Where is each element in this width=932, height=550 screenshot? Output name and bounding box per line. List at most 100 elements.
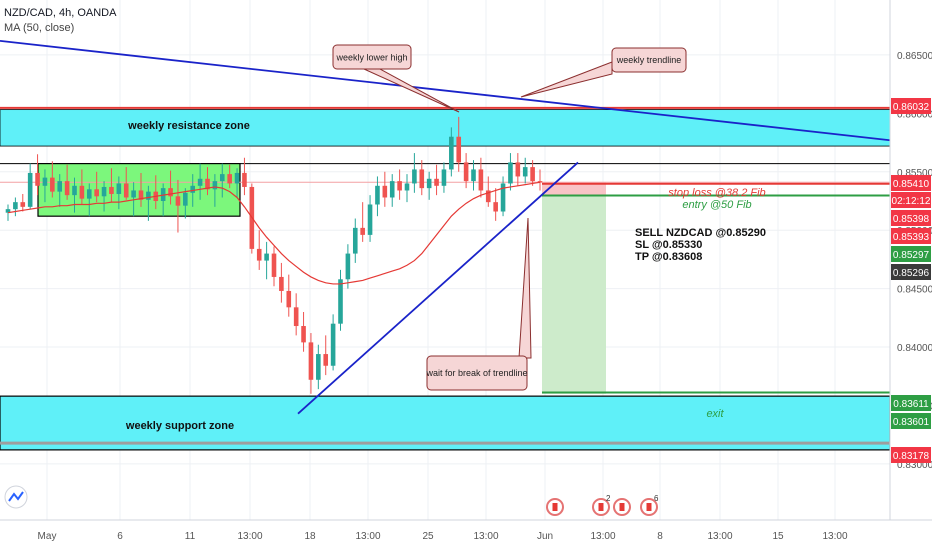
candle-body xyxy=(264,253,269,261)
candle xyxy=(508,153,513,191)
candle xyxy=(382,171,388,207)
candle xyxy=(183,188,188,219)
candle-body xyxy=(367,204,373,235)
event-count: 6 xyxy=(654,494,659,503)
price-badge-label: 0.85398 xyxy=(893,214,930,225)
price-badge-label: 0.85296 xyxy=(893,268,930,279)
x-tick-label: 13:00 xyxy=(237,531,262,542)
candle xyxy=(35,154,40,196)
candle-body xyxy=(146,191,151,200)
candle xyxy=(212,174,218,207)
candle-body xyxy=(109,186,114,194)
price-badge-label: 0.83178 xyxy=(893,451,930,462)
candle-body xyxy=(412,169,417,184)
callout-trendline-label: weekly trendline xyxy=(616,55,682,65)
price-badge-bg xyxy=(891,413,931,429)
candle xyxy=(316,344,321,390)
candle xyxy=(13,197,18,217)
candle-body xyxy=(20,202,26,207)
candle-body xyxy=(389,181,395,198)
x-tick-label: 25 xyxy=(422,531,434,542)
indicator-label[interactable]: MA (50, close) xyxy=(4,22,75,34)
candle xyxy=(515,153,521,186)
candle-body xyxy=(352,227,358,254)
candle-body xyxy=(382,185,388,198)
candle-body xyxy=(316,354,321,380)
x-tick-label: 13:00 xyxy=(473,531,498,542)
y-tick-label: 0.84500 xyxy=(897,285,932,296)
event-flag xyxy=(598,503,604,511)
candle-body xyxy=(64,181,70,196)
entry-label: entry @50 Fib xyxy=(682,199,751,211)
price-badge-label: 0.85410 xyxy=(893,179,930,190)
candle xyxy=(537,169,543,191)
candle xyxy=(530,160,535,186)
candle-body xyxy=(397,181,402,191)
candle xyxy=(42,169,48,203)
candle-body xyxy=(441,169,447,186)
logo-mark xyxy=(8,491,24,502)
symbol-title[interactable]: NZD/CAD, 4h, OANDA xyxy=(4,7,117,19)
x-tick-label: 8 xyxy=(657,531,663,542)
callout-wait-box xyxy=(426,355,528,391)
candle-body xyxy=(183,192,188,206)
price-badge-bg xyxy=(891,447,931,463)
event-flag xyxy=(619,503,625,511)
candle-body xyxy=(86,189,92,199)
chart-header: NZD/CAD, 4h, OANDA MA (50, close) xyxy=(4,6,116,36)
candle xyxy=(264,241,269,280)
candle-body xyxy=(5,209,11,213)
candle xyxy=(86,183,92,217)
candle-body xyxy=(500,183,506,212)
candle xyxy=(360,202,365,242)
price-badge: 02:12:12 xyxy=(891,192,931,208)
price-badge: 0.83178 xyxy=(891,447,931,463)
ascending-trendline xyxy=(297,161,579,415)
candle xyxy=(5,204,11,221)
callout-lower-high-box xyxy=(332,44,412,70)
candle-body xyxy=(190,185,196,193)
x-tick-label: 6 xyxy=(117,531,123,542)
candle-body xyxy=(530,167,535,182)
price-badge-bg xyxy=(891,395,931,411)
price-badge: 0.85296 xyxy=(891,264,931,280)
candle-body xyxy=(72,185,77,196)
price-badge: 0.83601 xyxy=(891,413,931,429)
exit-label: exit xyxy=(706,408,724,420)
resistance-zone-label: weekly resistance zone xyxy=(127,120,250,132)
candle xyxy=(389,174,395,207)
candle-body xyxy=(35,172,40,186)
candle xyxy=(227,164,232,189)
candle xyxy=(375,176,380,217)
candle xyxy=(138,172,144,207)
candle-body xyxy=(227,174,232,184)
tradingview-logo xyxy=(4,485,28,509)
candle-body xyxy=(50,177,55,192)
candle xyxy=(293,293,299,336)
price-badge: 0.85410 xyxy=(891,175,931,191)
candle xyxy=(471,160,476,191)
candle xyxy=(168,170,173,205)
candle-body xyxy=(515,162,521,177)
candle-body xyxy=(205,178,210,190)
price-badge-label: 02:12:12 xyxy=(892,196,931,207)
price-badge-label: 0.83611 xyxy=(893,399,929,410)
price-badge-bg xyxy=(891,228,931,244)
candle xyxy=(57,174,63,207)
candle xyxy=(449,127,454,177)
candle-body xyxy=(449,136,454,170)
callout-lower-high-label: weekly lower high xyxy=(335,53,407,63)
candle-body xyxy=(323,354,329,366)
candle xyxy=(485,176,491,207)
x-tick-label: 13:00 xyxy=(822,531,847,542)
price-badge-bg xyxy=(891,192,931,208)
candle-body xyxy=(308,342,314,380)
candle-body xyxy=(131,190,136,198)
price-badge: 0.86032 xyxy=(891,98,931,114)
x-tick-label: Jun xyxy=(537,531,553,542)
candle-body xyxy=(522,167,528,177)
candle-body xyxy=(116,183,122,194)
calendar-event-icon xyxy=(546,498,564,516)
